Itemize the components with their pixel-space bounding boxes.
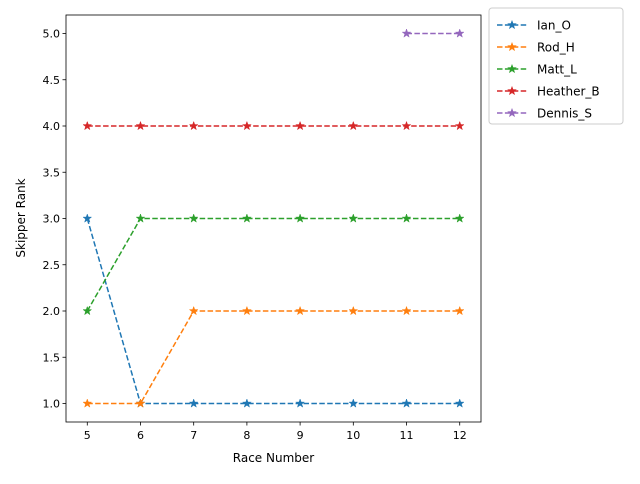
x-tick-label: 5 bbox=[84, 429, 91, 442]
x-tick-label: 6 bbox=[137, 429, 144, 442]
x-tick-label: 10 bbox=[346, 429, 360, 442]
data-point bbox=[295, 213, 306, 223]
axes: 5 6 7 8 9 10 11 12 1.0 1.5 2.0 2.5 3.0 3.5 4.0 4.5 5.0 bbox=[43, 14, 482, 442]
data-point bbox=[401, 213, 412, 223]
y-tick-label: 3.5 bbox=[43, 166, 61, 179]
data-point bbox=[188, 398, 199, 408]
y-tick-label: 5.0 bbox=[43, 28, 61, 41]
y-tick-label: 1.0 bbox=[43, 398, 61, 411]
data-point bbox=[401, 28, 412, 38]
legend-item[interactable]: Dennis_S bbox=[497, 107, 592, 121]
legend-label: Matt_L bbox=[537, 63, 577, 77]
data-point bbox=[295, 120, 306, 131]
y-axis-label: Skipper Rank bbox=[14, 178, 28, 257]
data-point bbox=[401, 398, 412, 408]
y-tick-label: 4.5 bbox=[43, 74, 61, 87]
y-tick-label: 1.5 bbox=[43, 351, 61, 364]
series-line bbox=[86, 217, 460, 312]
x-tick-label: 8 bbox=[243, 429, 250, 442]
legend-swatch-marker bbox=[506, 85, 518, 96]
data-point bbox=[454, 305, 465, 316]
data-point bbox=[401, 120, 412, 131]
data-point bbox=[188, 213, 199, 223]
x-axis-label: Race Number bbox=[233, 451, 314, 465]
data-point bbox=[82, 213, 93, 223]
data-point bbox=[82, 305, 93, 316]
data-point bbox=[188, 305, 199, 316]
legend-item[interactable]: Ian_O bbox=[497, 19, 571, 33]
data-point bbox=[454, 28, 465, 38]
data-point bbox=[82, 120, 93, 131]
data-point bbox=[82, 398, 93, 408]
legend-label: Rod_H bbox=[537, 41, 575, 55]
data-point bbox=[348, 120, 359, 131]
legend-swatch-marker bbox=[506, 63, 518, 74]
legend-swatch-marker bbox=[506, 41, 518, 52]
data-point bbox=[348, 398, 359, 408]
y-tick-label: 2.0 bbox=[43, 305, 61, 318]
series-Dennis_S bbox=[401, 28, 465, 38]
x-tick-label: 12 bbox=[453, 429, 467, 442]
data-point bbox=[401, 305, 412, 316]
series-Heather_B bbox=[82, 120, 465, 131]
series-Rod_H bbox=[82, 305, 465, 408]
data-point bbox=[454, 213, 465, 223]
data-point bbox=[135, 398, 146, 408]
data-point bbox=[241, 398, 252, 408]
legend-label: Heather_B bbox=[537, 85, 600, 99]
legend-swatch-marker bbox=[506, 107, 518, 118]
data-point bbox=[295, 398, 306, 408]
x-tick-label: 11 bbox=[400, 429, 414, 442]
y-tick-label: 2.5 bbox=[43, 259, 61, 272]
legend-swatch-marker bbox=[506, 19, 518, 30]
legend-item[interactable]: Matt_L bbox=[497, 63, 577, 77]
legend-frame bbox=[488, 7, 624, 125]
plot-area bbox=[82, 28, 465, 408]
data-point bbox=[135, 120, 146, 131]
x-tick-label: 7 bbox=[190, 429, 197, 442]
legend-item[interactable]: Heather_B bbox=[497, 85, 600, 99]
data-point bbox=[135, 213, 146, 223]
data-point bbox=[348, 305, 359, 316]
data-point bbox=[241, 120, 252, 131]
data-point bbox=[241, 305, 252, 316]
data-point bbox=[454, 398, 465, 408]
data-point bbox=[348, 213, 359, 223]
y-tick-label: 4.0 bbox=[43, 120, 61, 133]
data-point bbox=[454, 120, 465, 131]
series-line bbox=[86, 218, 460, 405]
y-tick-label: 3.0 bbox=[43, 213, 61, 226]
legend-item[interactable]: Rod_H bbox=[497, 41, 575, 55]
legend[interactable]: Ian_O Rod_H Matt_L Heather_B Dennis_S bbox=[488, 7, 624, 125]
x-tick-label: 9 bbox=[297, 429, 304, 442]
data-point bbox=[241, 213, 252, 223]
series-line bbox=[87, 310, 460, 405]
legend-label: Ian_O bbox=[537, 19, 571, 33]
data-point bbox=[188, 120, 199, 131]
legend-label: Dennis_S bbox=[537, 107, 592, 121]
data-point bbox=[295, 305, 306, 316]
series-Matt_L bbox=[82, 213, 465, 316]
